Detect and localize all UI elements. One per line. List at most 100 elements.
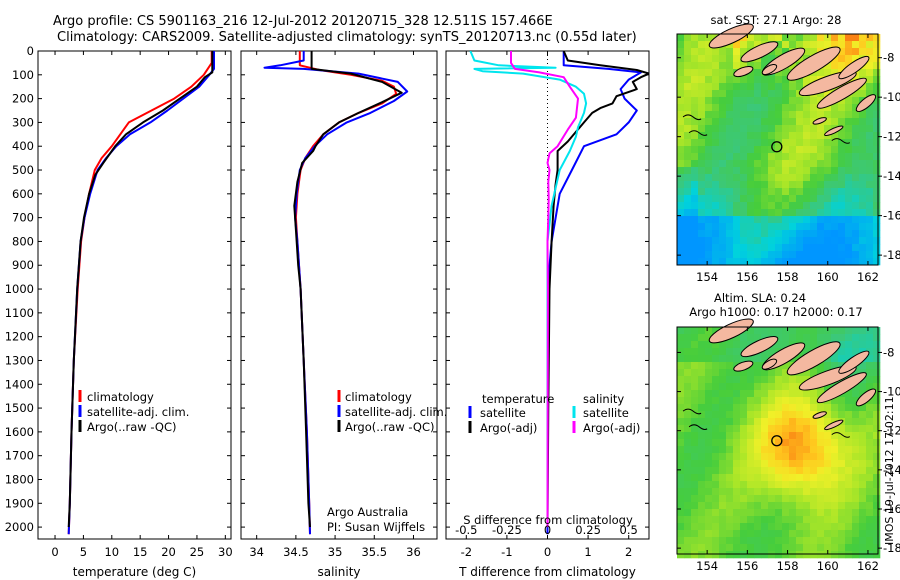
heatmap-cell — [845, 551, 853, 559]
heatmap-cell — [726, 404, 734, 412]
heatmap-cell — [817, 404, 825, 412]
heatmap-cell — [698, 69, 706, 77]
heatmap-cell — [719, 481, 727, 489]
figure-title-line1: Argo profile: CS 5901163_216 12-Jul-2012… — [53, 14, 553, 29]
heatmap-cell — [740, 537, 748, 545]
heatmap-cell — [740, 418, 748, 426]
heatmap-cell — [684, 481, 692, 489]
heatmap-cell — [789, 104, 797, 112]
x-tick-label: 35.5 — [361, 545, 387, 559]
heatmap-cell — [691, 174, 699, 182]
heatmap-cell — [712, 146, 720, 154]
heatmap-cell — [782, 495, 790, 503]
heatmap-cell — [845, 432, 853, 440]
lon-tick-label: 162 — [857, 559, 879, 573]
heatmap-cell — [817, 125, 825, 133]
heatmap-cell — [789, 132, 797, 140]
heatmap-cell — [845, 125, 853, 133]
heatmap-cell — [810, 34, 818, 42]
heatmap-cell — [873, 251, 881, 259]
heatmap-cell — [873, 383, 881, 391]
heatmap-cell — [705, 167, 713, 175]
heatmap-cell — [796, 202, 804, 210]
heatmap-cell — [824, 446, 832, 454]
heatmap-cell — [684, 488, 692, 496]
heatmap-cell — [831, 111, 839, 119]
heatmap-cell — [705, 55, 713, 63]
heatmap-cell — [852, 146, 860, 154]
heatmap-cell — [845, 355, 853, 363]
island — [816, 77, 867, 109]
heatmap-cell — [852, 111, 860, 119]
heatmap-cell — [726, 181, 734, 189]
heatmap-cell — [803, 167, 811, 175]
heatmap-cell — [831, 495, 839, 503]
heatmap-cell — [705, 69, 713, 77]
heatmap-cell — [698, 369, 706, 377]
heatmap-cell — [677, 97, 685, 105]
series-group — [67, 51, 215, 535]
heatmap-cell — [789, 523, 797, 531]
heatmap-cell — [817, 453, 825, 461]
heatmap-cell — [740, 76, 748, 84]
heatmap-cell — [705, 153, 713, 161]
heatmap-cell — [852, 411, 860, 419]
heatmap-cell — [733, 216, 741, 224]
heatmap-cell — [775, 132, 783, 140]
heatmap-cell — [712, 474, 720, 482]
heatmap-cell — [824, 174, 832, 182]
lat-tick-label: -18 — [883, 248, 900, 262]
heatmap-cell — [824, 69, 832, 77]
heatmap-cell — [740, 411, 748, 419]
heatmap-cell — [859, 195, 867, 203]
heatmap-cell — [789, 376, 797, 384]
heatmap-cell — [796, 118, 804, 126]
heatmap-cell — [838, 118, 846, 126]
heatmap-cell — [782, 48, 790, 56]
heatmap-cell — [684, 411, 692, 419]
heatmap-cell — [866, 439, 874, 447]
heatmap-cell — [719, 104, 727, 112]
heatmap-cell — [712, 76, 720, 84]
heatmap-cell — [845, 181, 853, 189]
heatmap-cell — [817, 167, 825, 175]
heatmap-cell — [866, 139, 874, 147]
heatmap-cell — [754, 97, 762, 105]
heatmap-cell — [782, 216, 790, 224]
heatmap-cell — [768, 223, 776, 231]
heatmap-cell — [852, 34, 860, 42]
series-line-2 — [67, 51, 214, 528]
heatmap-cell — [740, 439, 748, 447]
heatmap-cell — [740, 139, 748, 147]
heatmap-cell — [761, 467, 769, 475]
heatmap-cell — [803, 174, 811, 182]
heatmap-cell — [845, 411, 853, 419]
heatmap-cell — [817, 209, 825, 217]
heatmap-cell — [677, 348, 685, 356]
heatmap-cell — [824, 383, 832, 391]
heatmap-cell — [761, 348, 769, 356]
heatmap-cell — [859, 467, 867, 475]
heatmap-cell — [684, 48, 692, 56]
heatmap-cell — [873, 397, 881, 405]
heatmap-cell — [691, 69, 699, 77]
heatmap-cell — [859, 418, 867, 426]
heatmap-cell — [705, 125, 713, 133]
heatmap-cell — [831, 502, 839, 510]
heatmap-cell — [719, 446, 727, 454]
heatmap-cell — [873, 97, 881, 105]
heatmap-cell — [775, 230, 783, 238]
heatmap-cell — [845, 244, 853, 252]
heatmap-cell — [873, 167, 881, 175]
heatmap-cell — [705, 530, 713, 538]
heatmap-cell — [768, 111, 776, 119]
heatmap-cell — [677, 446, 685, 454]
heatmap-cell — [712, 383, 720, 391]
heatmap-cell — [761, 411, 769, 419]
heatmap-cell — [684, 390, 692, 398]
heatmap-cell — [831, 34, 839, 42]
heatmap-cell — [838, 481, 846, 489]
heatmap-cell — [775, 411, 783, 419]
heatmap-cell — [684, 383, 692, 391]
heatmap-cell — [698, 523, 706, 531]
